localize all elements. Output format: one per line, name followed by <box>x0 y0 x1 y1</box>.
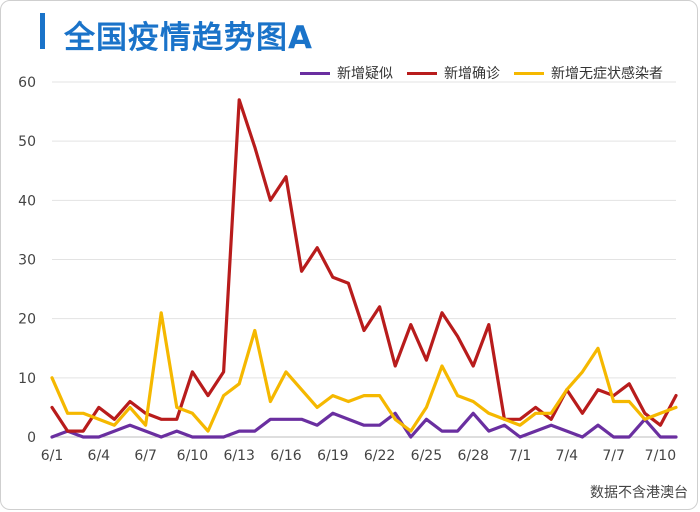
x-tick-label-6-1: 6/1 <box>41 448 64 464</box>
x-tick-label-6-19: 6/19 <box>317 448 348 464</box>
title-accent-bar <box>40 13 45 49</box>
y-tick-label-60: 60 <box>18 75 36 91</box>
x-tick-label-6-10: 6/10 <box>177 448 208 464</box>
legend-label-asymptomatic: 新增无症状感染者 <box>551 66 663 82</box>
legend-swatch-confirmed <box>407 71 437 75</box>
legend-swatch-suspected <box>300 71 330 75</box>
legend-label-confirmed: 新增确诊 <box>444 66 500 82</box>
y-tick-label-50: 50 <box>18 134 36 150</box>
y-tick-label-40: 40 <box>18 193 36 209</box>
series-line-confirmed <box>50 98 678 433</box>
legend-item-confirmed: 新增确诊 <box>407 63 500 83</box>
legend-swatch-asymptomatic <box>514 71 544 75</box>
chart-legend: 新增疑似 新增确诊 新增无症状感染者 <box>300 63 663 83</box>
chart-title: 全国疫情趋势图A <box>64 20 313 56</box>
y-tick-label-10: 10 <box>18 371 36 387</box>
x-tick-label-6-4: 6/4 <box>88 448 111 464</box>
source-note: 数据不含港澳台 <box>590 485 688 501</box>
y-tick-label-20: 20 <box>18 312 36 328</box>
x-tick-label-7-7: 7/7 <box>602 448 625 464</box>
x-tick-label-7-1: 7/1 <box>509 448 532 464</box>
legend-label-suspected: 新增疑似 <box>337 66 393 82</box>
x-tick-label-6-28: 6/28 <box>457 448 488 464</box>
series-line-suspected <box>50 411 678 439</box>
x-tick-label-6-25: 6/25 <box>411 448 442 464</box>
y-tick-label-0: 0 <box>27 430 36 446</box>
x-tick-label-7-10: 7/10 <box>645 448 676 464</box>
series-line-asymptomatic <box>50 311 678 433</box>
y-tick-label-30: 30 <box>18 253 36 269</box>
legend-item-asymptomatic: 新增无症状感染者 <box>514 63 663 83</box>
x-tick-label-6-22: 6/22 <box>364 448 395 464</box>
x-tick-label-6-7: 6/7 <box>134 448 157 464</box>
legend-item-suspected: 新增疑似 <box>300 63 393 83</box>
x-tick-label-7-4: 7/4 <box>556 448 579 464</box>
x-tick-label-6-16: 6/16 <box>270 448 302 464</box>
x-tick-label-6-13: 6/13 <box>223 448 254 464</box>
